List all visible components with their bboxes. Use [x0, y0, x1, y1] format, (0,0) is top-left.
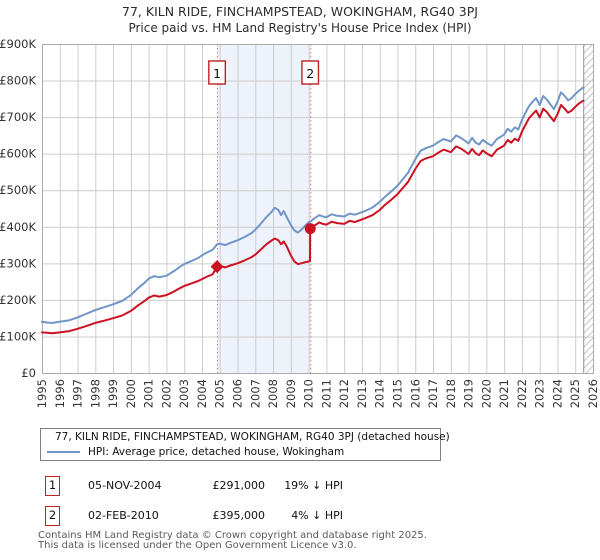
sale-1-date: 05-NOV-2004 [88, 479, 162, 492]
svg-text:2008: 2008 [266, 379, 280, 408]
svg-text:2010: 2010 [302, 379, 316, 408]
sale-label-box-2 [301, 60, 320, 85]
copyright-line-1: Contains HM Land Registry data © Crown c… [38, 530, 427, 541]
between-sales-band [217, 44, 311, 373]
sale-label-box-1 [208, 60, 227, 85]
svg-text:2020: 2020 [479, 379, 493, 408]
property-series-line [41, 99, 585, 335]
x-axis-labels: 1995 1996 1997 1998 1999 2000 2001 2002 2003 2004… [35, 379, 600, 408]
svg-text:£0: £0 [21, 366, 36, 380]
legend-row-property: 77, KILN RIDE, FINCHAMPSTEAD, WOKINGHAM,… [41, 430, 450, 445]
sale-label-text-1: 1 [213, 66, 221, 81]
hpi-line-swatch [47, 450, 80, 453]
svg-text:1999: 1999 [106, 379, 120, 408]
future-hatch-zone [583, 44, 593, 373]
svg-text:2011: 2011 [319, 379, 333, 408]
svg-text:2022: 2022 [515, 379, 529, 408]
svg-text:£600K: £600K [0, 147, 36, 161]
price-history-chart: 1 2£0£100K£200K£300K£400K£500K£600K£700K£… [0, 37, 600, 408]
svg-text:£700K: £700K [0, 110, 36, 124]
svg-text:2019: 2019 [462, 379, 476, 408]
y-axis-labels: £0 £100K £200K £300K £400K £500K £600K £700K £80… [0, 37, 36, 380]
svg-text:£200K: £200K [0, 293, 36, 307]
svg-text:2015: 2015 [390, 379, 404, 408]
svg-text:2021: 2021 [497, 379, 511, 408]
sale-2-date: 02-FEB-2010 [88, 509, 159, 522]
gridlines [42, 44, 594, 374]
svg-text:2003: 2003 [177, 379, 191, 408]
svg-text:2016: 2016 [408, 379, 422, 408]
svg-text:2009: 2009 [284, 379, 298, 408]
svg-text:£900K: £900K [0, 37, 36, 51]
sale-point-2 [304, 223, 316, 235]
svg-text:1997: 1997 [71, 379, 85, 408]
svg-text:2007: 2007 [248, 379, 262, 408]
plot-border [42, 44, 594, 374]
svg-text:£800K: £800K [0, 74, 36, 88]
svg-text:£300K: £300K [0, 256, 36, 270]
page-subtitle: Price paid vs. HM Land Registry's House … [128, 21, 472, 35]
svg-text:2026: 2026 [586, 379, 600, 408]
svg-text:2017: 2017 [426, 379, 440, 408]
svg-text:£400K: £400K [0, 220, 36, 234]
legend-label-hpi: HPI: Average price, detached house, Woki… [88, 445, 345, 458]
sale-2-hpi-delta: 4% ↓ HPI [291, 509, 343, 522]
page-title: 77, KILN RIDE, FINCHAMPSTEAD, WOKINGHAM,… [122, 4, 478, 19]
svg-text:2018: 2018 [444, 379, 458, 408]
svg-text:2001: 2001 [142, 379, 156, 408]
svg-text:1998: 1998 [88, 379, 102, 408]
legend-label-property: 77, KILN RIDE, FINCHAMPSTEAD, WOKINGHAM,… [55, 431, 450, 444]
legend-row-hpi: HPI: Average price, detached house, Woki… [41, 445, 440, 460]
svg-text:2002: 2002 [159, 379, 173, 408]
svg-text:2024: 2024 [550, 379, 564, 408]
sale-2-number-badge: 2 [45, 506, 60, 526]
svg-text:2023: 2023 [533, 379, 547, 408]
sale-1-number-badge: 1 [45, 476, 60, 496]
sale-point-1 [210, 260, 224, 274]
svg-text:2000: 2000 [124, 379, 138, 408]
svg-text:2005: 2005 [213, 379, 227, 408]
sale-annotation-row-1: 1 05-NOV-2004 £291,000 19% ↓ HPI [0, 476, 600, 498]
sale-annotation-row-2: 2 02-FEB-2010 £395,000 4% ↓ HPI [0, 506, 600, 528]
sale-1-price: £291,000 [212, 479, 266, 492]
hpi-series-line [41, 86, 585, 324]
sale-1-hpi-delta: 19% ↓ HPI [284, 479, 343, 492]
sale-label-text-2: 2 [306, 66, 314, 81]
copyright-line-2: This data is licensed under the Open Gov… [38, 540, 357, 551]
svg-text:2012: 2012 [337, 379, 351, 408]
chart-legend: 77, KILN RIDE, FINCHAMPSTEAD, WOKINGHAM,… [40, 428, 450, 461]
sale-2-price: £395,000 [212, 509, 266, 522]
svg-text:2006: 2006 [231, 379, 245, 408]
svg-text:£100K: £100K [0, 329, 36, 343]
svg-text:2014: 2014 [373, 379, 387, 408]
svg-text:1995: 1995 [35, 379, 49, 408]
svg-text:2004: 2004 [195, 379, 209, 408]
svg-text:£500K: £500K [0, 183, 36, 197]
svg-text:2025: 2025 [568, 379, 582, 408]
svg-text:2013: 2013 [355, 379, 369, 408]
svg-text:1996: 1996 [53, 379, 67, 408]
